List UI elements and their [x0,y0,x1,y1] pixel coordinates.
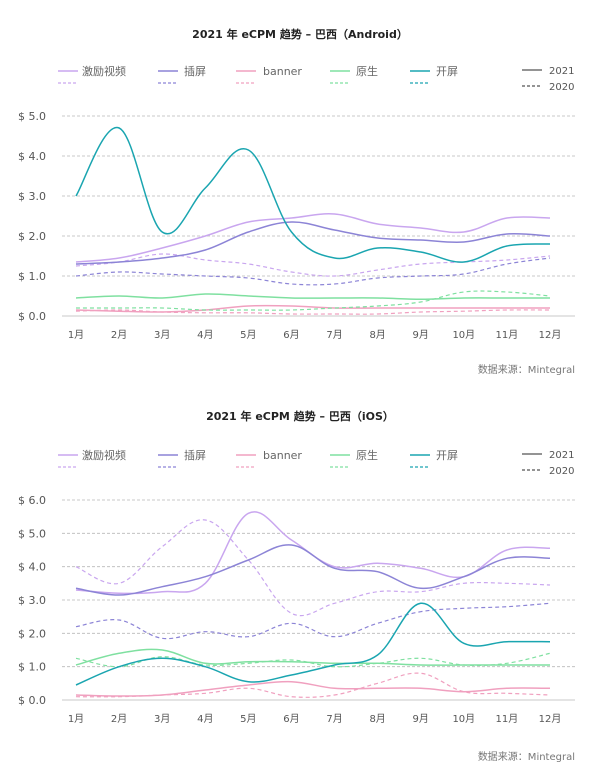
x-tick-label: 10月 [452,713,475,725]
legend-label: 原生 [356,448,378,462]
y-tick-label: $ 0.0 [18,310,46,323]
series-line-2021 [75,544,551,596]
x-tick-label: 8月 [369,713,385,725]
x-tick-label: 11月 [496,329,519,341]
legend-year-2020: 2020 [549,82,574,93]
legend-label: 原生 [356,64,378,78]
series-line-2021 [75,127,551,263]
chart-title: 2021 年 eCPM 趋势 – 巴西（iOS） [206,409,394,423]
legend: 激励视频 插屏 banner 原生 开屏 2021 2020 [58,64,574,93]
legend-label: banner [263,449,302,462]
x-tick-label: 4月 [197,329,213,341]
x-tick-label: 9月 [413,329,429,341]
x-tick-label: 5月 [240,713,256,725]
series-line-2021 [75,221,551,265]
x-tick-label: 1月 [68,713,84,725]
series-line-2021 [75,602,551,686]
series-line-2020 [75,602,551,640]
series-line-2020 [75,290,551,311]
y-tick-label: $ 3.0 [18,190,46,203]
x-tick-label: 2月 [111,713,127,725]
legend: 激励视频 插屏 banner 原生 开屏 2021 2020 [58,448,574,477]
chart-title: 2021 年 eCPM 趋势 – 巴西（Android） [192,27,408,41]
series-line-2020 [75,672,551,698]
x-tick-label: 8月 [369,329,385,341]
y-tick-label: $ 2.0 [18,230,46,243]
series-line-2021 [75,648,550,666]
legend-label: 插屏 [184,64,206,78]
chart-panel-2: 2021 年 eCPM 趋势 – 巴西（iOS） 激励视频 插屏 banner 原生 开屏… [18,409,575,763]
series-line-2021 [75,213,551,263]
series-line-2021 [75,511,551,595]
x-tick-label: 7月 [326,329,342,341]
x-tick-label: 4月 [197,713,213,725]
legend-year-2021: 2021 [549,450,574,461]
series-line-2021 [75,680,551,697]
legend-year-2021: 2021 [549,66,574,77]
y-tick-label: $ 0.0 [18,694,46,707]
series-line-2021 [75,304,550,313]
legend-label: 开屏 [436,65,458,78]
source-label: 数据来源：Mintegral [478,363,575,376]
x-tick-label: 12月 [539,713,562,725]
x-tick-label: 3月 [154,329,170,341]
source-label: 数据来源：Mintegral [478,750,575,763]
x-tick-label: 7月 [326,713,342,725]
x-tick-label: 5月 [240,329,256,341]
x-tick-label: 1月 [68,329,84,341]
x-tick-label: 12月 [539,329,562,341]
y-tick-label: $ 1.0 [18,270,46,283]
y-tick-label: $ 6.0 [18,494,46,507]
y-tick-label: $ 5.0 [18,527,46,540]
x-tick-label: 9月 [413,713,429,725]
y-tick-label: $ 1.0 [18,661,46,674]
y-tick-label: $ 4.0 [18,150,46,163]
chart-panel-1: 2021 年 eCPM 趋势 – 巴西（Android） 激励视频 插屏 banner… [18,27,575,376]
x-tick-label: 10月 [452,329,475,341]
y-tick-label: $ 2.0 [18,627,46,640]
legend-label: 插屏 [184,448,206,462]
legend-label: 激励视频 [82,448,126,462]
series-line-2021 [75,293,550,300]
series-line-2020 [75,257,551,286]
x-tick-label: 2月 [111,329,127,341]
x-tick-label: 6月 [283,329,299,341]
x-tick-label: 11月 [496,713,519,725]
legend-label: 开屏 [436,449,458,462]
y-tick-label: $ 5.0 [18,110,46,123]
y-tick-label: $ 3.0 [18,594,46,607]
legend-label: banner [263,65,302,78]
x-tick-label: 3月 [154,713,170,725]
y-tick-label: $ 4.0 [18,561,46,574]
series-line-2020 [75,652,551,668]
legend-label: 激励视频 [82,64,126,78]
legend-year-2020: 2020 [549,466,574,477]
x-tick-label: 6月 [283,713,299,725]
series-line-2020 [75,519,551,617]
